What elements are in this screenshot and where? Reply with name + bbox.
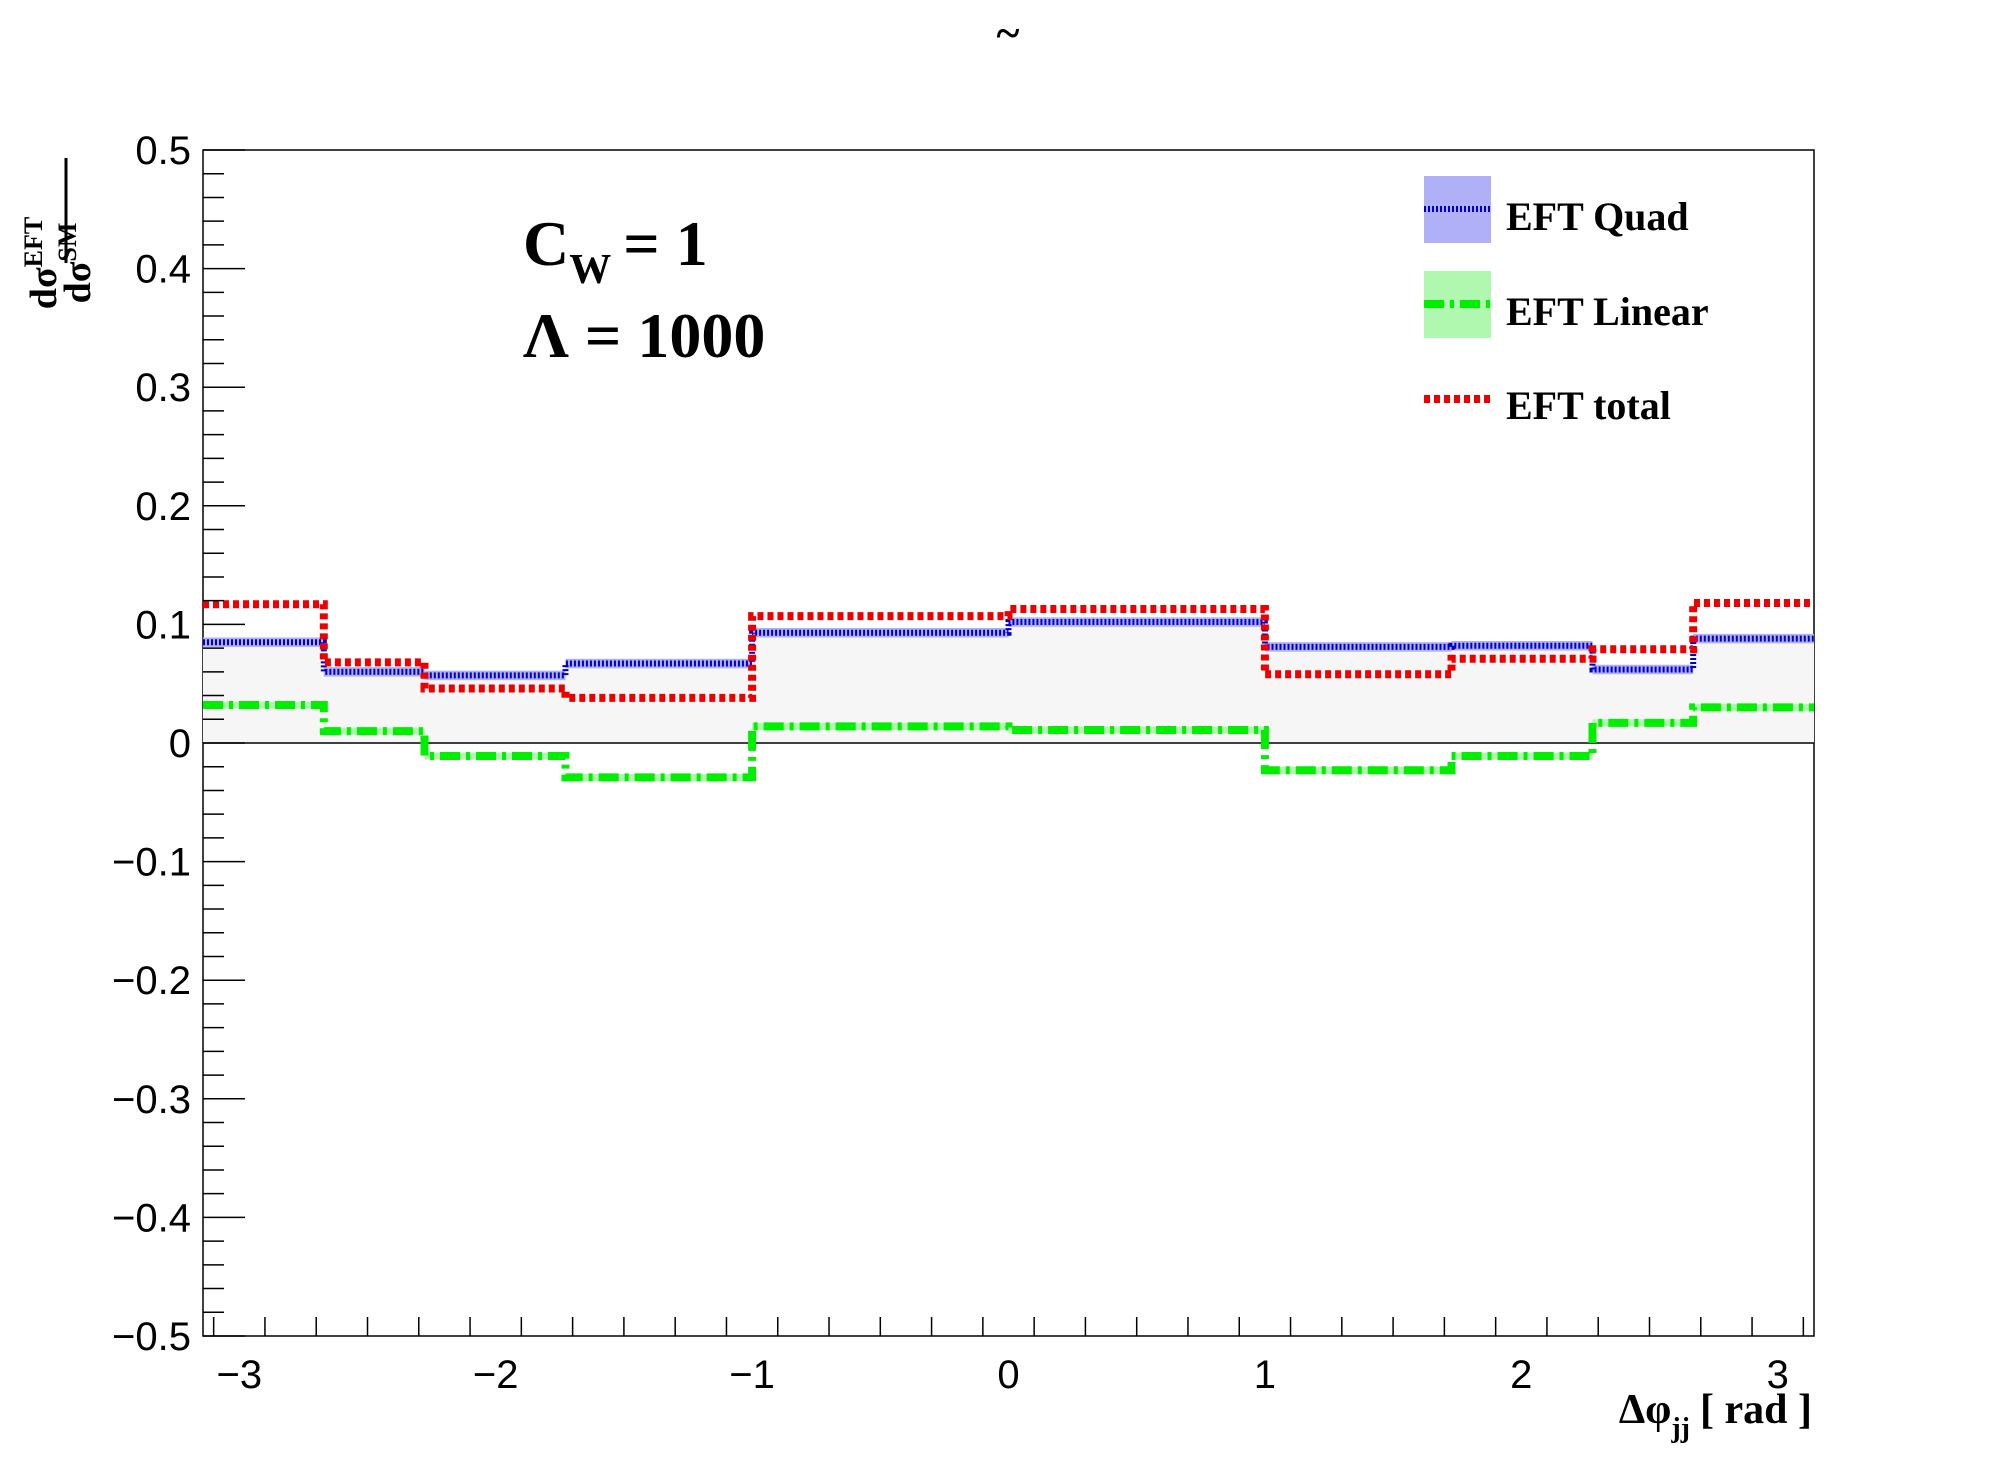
quad-fill-bin-5 — [1008, 622, 1265, 743]
lambda-annotation: Λ = 1000 — [523, 300, 765, 371]
band-1-bin-0 — [203, 701, 324, 709]
y-tick-label: 0 — [169, 722, 191, 766]
legend: EFT Quad EFT Linear EFT total — [1424, 176, 1709, 428]
y-tick-label: 0.5 — [135, 129, 191, 173]
x-tick-label: 3 — [1767, 1353, 1789, 1397]
chart-title: ~ — [997, 9, 1020, 58]
band-0-bin-7 — [1451, 641, 1593, 651]
y-tick-label: 0.3 — [135, 366, 191, 410]
y-tick-label: −0.1 — [112, 841, 191, 885]
band-1-bin-8 — [1592, 719, 1694, 727]
legend-quad-label: EFT Quad — [1506, 194, 1689, 239]
y-tick-label: −0.4 — [112, 1196, 191, 1240]
x-axis-label: Δφjj[ rad ] — [1619, 1387, 1812, 1444]
coefficient-annotation: CW = 1 — [523, 208, 708, 293]
band-1-bin-3 — [565, 773, 753, 781]
y-label-denominator: dσSM — [53, 223, 99, 304]
y-tick-label: 0.2 — [135, 485, 191, 529]
band-0-bin-6 — [1264, 642, 1452, 652]
x-tick-label: 0 — [997, 1353, 1019, 1397]
y-tick-label: −0.3 — [112, 1078, 191, 1122]
x-tick-label: −1 — [729, 1353, 775, 1397]
series-line-2 — [203, 599, 1814, 702]
y-tick-label: −0.2 — [112, 959, 191, 1003]
y-label-numerator: dσEFT — [19, 217, 65, 309]
quad-fill-bin-0 — [203, 642, 324, 743]
series-lines — [203, 599, 1814, 782]
legend-total-label: EFT total — [1506, 383, 1671, 428]
series-line-0 — [203, 619, 1814, 679]
x-tick-label: 2 — [1510, 1353, 1532, 1397]
quad-fill-bin-6 — [1264, 646, 1452, 743]
series-line-1 — [203, 701, 1814, 782]
legend-linear-label: EFT Linear — [1506, 289, 1709, 334]
y-tick-label: 0.1 — [135, 603, 191, 647]
y-tick-label: 0.4 — [135, 248, 191, 292]
y-axis: −0.5 −0.4 −0.3 −0.2 −0.1 0 0.1 0.2 0.3 0.4 0.5 — [112, 129, 245, 1359]
band-1-bin-7 — [1451, 752, 1593, 760]
y-tick-label: −0.5 — [112, 1315, 191, 1359]
x-axis: −3 −2 −1 0 1 2 3 — [212, 1317, 1805, 1397]
quad-fill-bin-9 — [1693, 638, 1814, 743]
quad-fill-bin-3 — [565, 663, 753, 743]
x-tick-label: 1 — [1254, 1353, 1276, 1397]
y-axis-label: dσEFT dσSM — [19, 158, 99, 309]
quad-fill-bin-8 — [1592, 669, 1694, 743]
x-tick-label: −3 — [216, 1353, 262, 1397]
x-tick-label: −2 — [473, 1353, 519, 1397]
